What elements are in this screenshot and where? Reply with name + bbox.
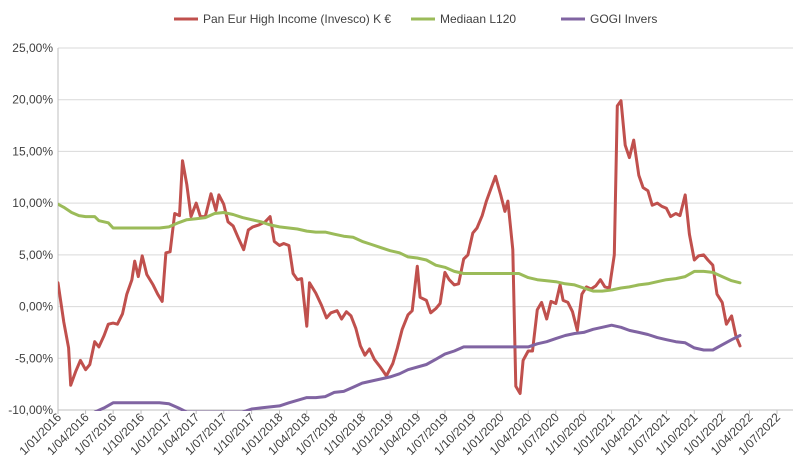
- legend-label: GOGI Invers: [590, 12, 657, 26]
- legend: Pan Eur High Income (Invesco) K € Mediaan…: [174, 12, 657, 26]
- x-tick-labels: 1/01/20161/04/20161/07/20161/10/20161/01…: [16, 410, 783, 458]
- y-tick-label: 10,00%: [12, 196, 53, 210]
- y-tick-label: -10,00%: [8, 403, 53, 417]
- grid-lines: [58, 47, 793, 411]
- y-tick-label: 5,00%: [19, 248, 53, 262]
- y-tick-label: 0,00%: [19, 300, 53, 314]
- series-line-2: [58, 202, 742, 293]
- legend-label: Pan Eur High Income (Invesco) K €: [203, 12, 391, 26]
- series-line-1: [58, 99, 742, 395]
- y-tick-label: 25,00%: [12, 41, 53, 55]
- legend-label: Mediaan L120: [440, 12, 516, 26]
- y-tick-label: -5,00%: [15, 351, 53, 365]
- y-tick-labels: 25,00% 20,00% 15,00% 10,00% 5,00% 0,00% -5,00%…: [8, 41, 53, 417]
- y-tick-label: 20,00%: [12, 93, 53, 107]
- axes: [57, 48, 793, 414]
- series-line-3: [93, 323, 742, 411]
- series-lines: [58, 99, 742, 411]
- y-tick-label: 15,00%: [12, 144, 53, 158]
